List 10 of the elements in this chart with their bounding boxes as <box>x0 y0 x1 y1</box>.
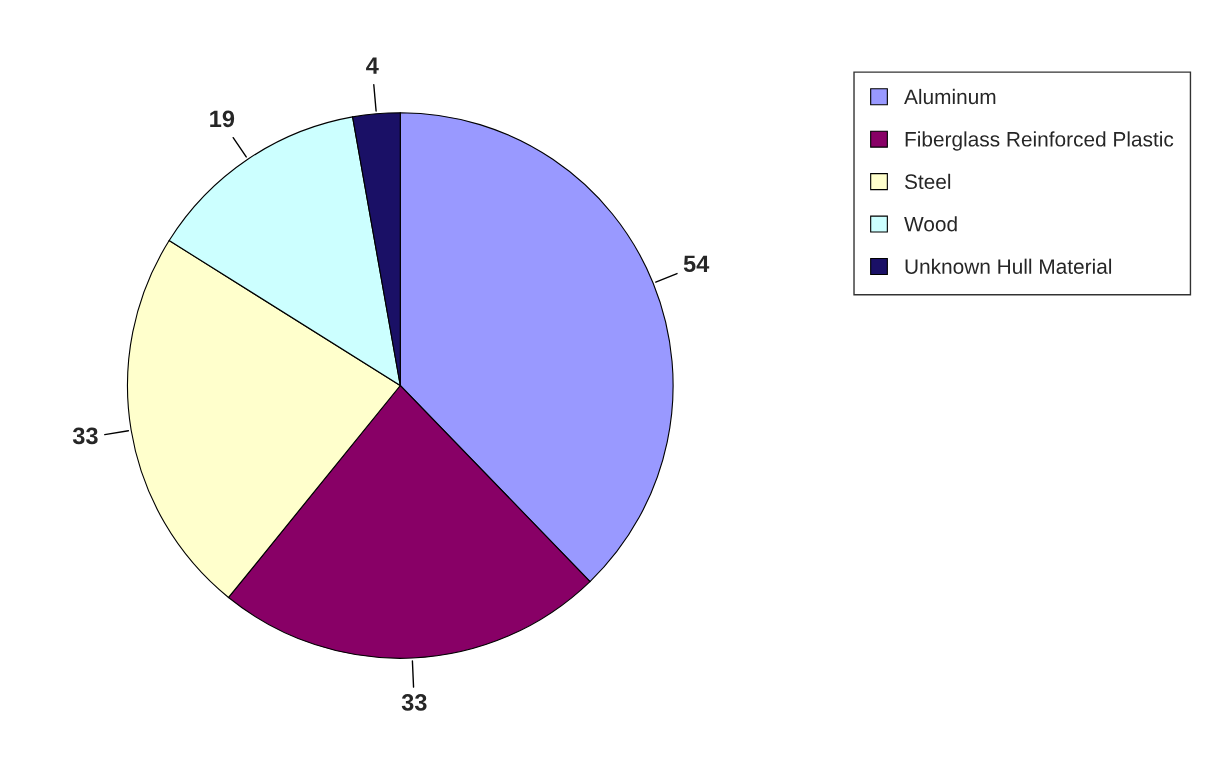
legend-label: Steel <box>904 173 951 190</box>
data-label: 33 <box>401 694 427 711</box>
legend-label: Unknown Hull Material <box>905 258 1112 274</box>
data-label: 33 <box>72 427 98 445</box>
legend-label: Wood <box>904 216 957 232</box>
legend-label: Fiberglass Reinforced Plastic <box>905 131 1174 151</box>
legend-label: Aluminum <box>904 88 996 105</box>
data-label: 54 <box>683 255 710 273</box>
data-label: 19 <box>210 110 235 128</box>
data-label: 4 <box>366 57 379 74</box>
